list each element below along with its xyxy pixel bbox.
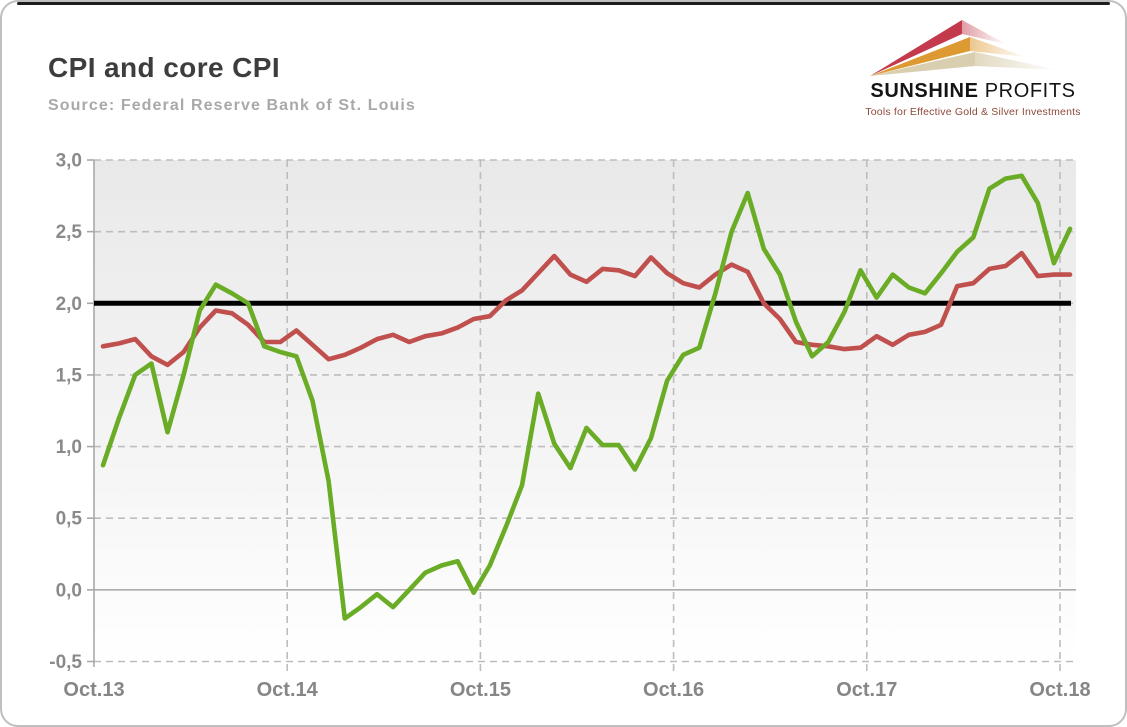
frame-top-edge [17, 2, 1110, 5]
x-tick-label: Oct.18 [1029, 679, 1090, 701]
source-caption: Source: Federal Reserve Bank of St. Loui… [48, 97, 416, 114]
logo-ray-beige [870, 52, 975, 76]
y-tick-label: 1,0 [56, 437, 82, 458]
x-tick-label: Oct.14 [257, 679, 319, 701]
sunshine-profits-logo: SUNSHINE PROFITS Tools for Effective Gol… [845, 14, 1101, 118]
logo-name-regular: PROFITS [984, 80, 1076, 102]
logo-ray-gold [870, 37, 970, 76]
y-tick-label: 2,0 [56, 294, 82, 315]
y-tick-label: 3,0 [56, 151, 82, 172]
x-tick-label: Oct.17 [836, 679, 897, 701]
y-tick-label: 1,5 [56, 365, 83, 386]
cpi-line [100, 173, 1073, 621]
x-tick-label: Oct.15 [450, 679, 511, 701]
x-tick-label: Oct.16 [643, 679, 704, 701]
logo-ray-gold-fade [970, 37, 1026, 57]
logo-tagline: Tools for Effective Gold & Silver Invest… [865, 106, 1081, 118]
x-tick-label: Oct.13 [63, 679, 124, 701]
logo-name: SUNSHINE PROFITS [845, 80, 1101, 103]
y-tick-label: -0,5 [49, 652, 82, 673]
y-tick-label: 2,5 [56, 222, 83, 243]
plot-area [94, 160, 1076, 662]
logo-ray-beige-fade [975, 52, 1058, 70]
y-tick-label: 0,0 [56, 580, 82, 601]
y-tick-label: 0,5 [56, 509, 83, 530]
logo-rays-icon [870, 20, 1058, 76]
logo-ray-red-fade [962, 20, 1006, 44]
logo-ray-red [870, 20, 962, 76]
chart-title: CPI and core CPI [48, 52, 281, 83]
logo-name-bold: SUNSHINE [870, 80, 979, 102]
